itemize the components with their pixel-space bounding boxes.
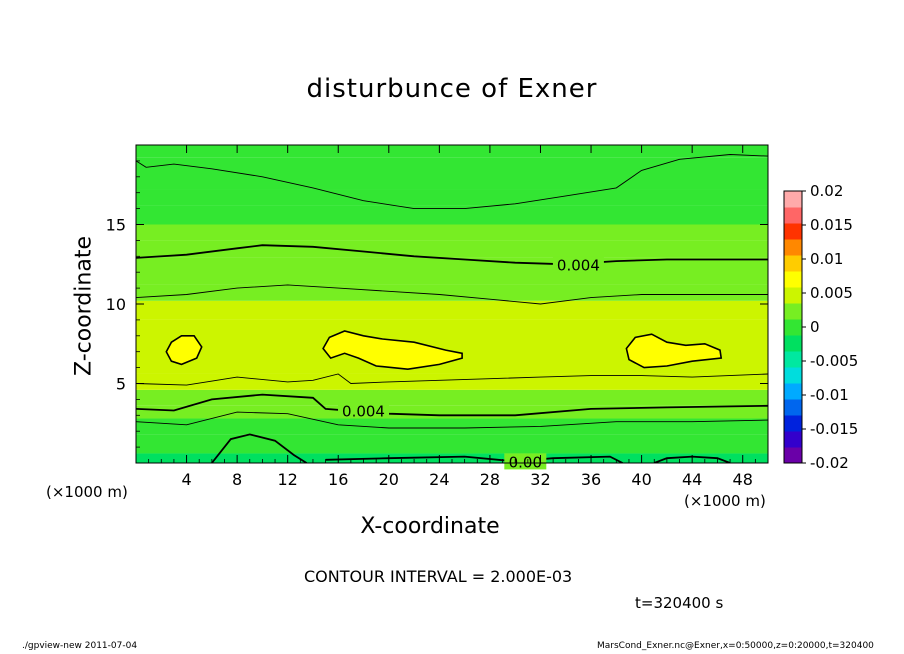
shaded-band: [136, 205, 768, 225]
contour-label: 0.004: [557, 256, 600, 274]
shaded-band: [136, 240, 768, 258]
time-label: t=320400 s: [635, 594, 724, 612]
x-tick-label: 40: [631, 470, 651, 489]
colorbar-swatch: [784, 255, 802, 272]
colorbar-swatch: [784, 383, 802, 400]
colorbar-swatch: [784, 415, 802, 432]
contour-line: [136, 244, 768, 266]
contour-labels: 0.004 0.004 0.00: [338, 256, 604, 471]
colorbar-swatch: [784, 431, 802, 448]
footer-right: MarsCond_Exner.nc@Exner,x=0:50000,z=0:20…: [597, 641, 874, 651]
shaded-band: [136, 189, 768, 206]
x-tick-label: 8: [232, 470, 242, 489]
x-tick-label: 44: [682, 470, 702, 489]
contour-line: [136, 373, 768, 386]
y-axis: 5 10 15: [106, 160, 768, 448]
x-axis: 4 8 12 16 20 24 28 32 36 40 44 48: [148, 145, 756, 489]
shaded-band: [136, 157, 768, 190]
colorbar-swatch: [784, 303, 802, 320]
colorbar-tick-label: 0.015: [810, 216, 853, 234]
contour-label-bg: [504, 453, 547, 470]
colorbar-tick-label: 0.02: [810, 182, 843, 200]
x-tick-label: 12: [278, 470, 298, 489]
contour-label: 0.00: [509, 453, 542, 471]
colorbar: 0.02 0.015 0.01 0.005 0 -0.005 -0.01 -0.015 -0.0…: [783, 182, 858, 472]
contour-interval-note: CONTOUR INTERVAL = 2.000E-03: [304, 567, 573, 586]
colorbar-tick-label: -0.005: [810, 352, 858, 370]
closed-contour: [165, 335, 203, 366]
colorbar-tick-label: -0.015: [810, 420, 858, 438]
y-axis-label: Z-coordinate: [71, 236, 97, 376]
colorbar-tick-label: 0.005: [810, 284, 853, 302]
closed-contour: [322, 330, 463, 371]
shaded-band: [136, 257, 768, 285]
shaded-band: [136, 300, 768, 320]
x-tick-label: 24: [429, 470, 449, 489]
colorbar-tick-label: -0.01: [810, 386, 849, 404]
colorbar-swatch: [784, 271, 802, 288]
colorbar-swatch: [784, 319, 802, 336]
colorbar-tick-label: 0.01: [810, 250, 843, 268]
colorbar-swatch: [784, 191, 802, 208]
shaded-band: [136, 389, 768, 406]
contour-label: 0.004: [342, 403, 385, 421]
colorbar-tick-label: -0.02: [810, 454, 849, 472]
chart-title: disturbunce of Exner: [306, 74, 598, 104]
x-tick-label: 16: [328, 470, 348, 489]
colorbar-swatch: [784, 287, 802, 304]
x-tick-label: 28: [480, 470, 500, 489]
closed-contour-fills: [165, 330, 723, 371]
z-axis-unit: (×1000 m): [46, 483, 128, 501]
colorbar-swatch: [784, 335, 802, 352]
x-tick-label: 4: [181, 470, 191, 489]
colorbar-swatch: [784, 351, 802, 368]
shaded-band: [136, 434, 768, 454]
x-axis-unit: (×1000 m): [684, 492, 766, 510]
x-tick-label: 20: [379, 470, 399, 489]
closed-contour: [625, 333, 723, 369]
contour-line: [136, 154, 768, 210]
shaded-band: [136, 284, 768, 301]
colorbar-swatch: [784, 207, 802, 224]
shaded-band: [136, 373, 768, 390]
contour-line: [211, 433, 308, 463]
contour-label-bg: [552, 256, 604, 273]
colorbar-tick-label: 0: [810, 318, 820, 336]
y-tick-label: 10: [106, 295, 126, 314]
shaded-band: [136, 453, 768, 463]
footer-left: ./gpview-new 2011-07-04: [22, 641, 138, 651]
x-tick-label: 32: [530, 470, 550, 489]
x-tick-label: 36: [581, 470, 601, 489]
colorbar-swatch: [784, 223, 802, 240]
shaded-band: [136, 418, 768, 435]
x-axis-label: X-coordinate: [360, 514, 500, 539]
y-tick-label: 5: [116, 375, 126, 394]
colorbar-swatch: [784, 239, 802, 256]
y-tick-label: 15: [106, 216, 126, 235]
colorbar-swatch: [784, 447, 802, 464]
contour-label-bg: [338, 402, 390, 419]
shaded-band: [136, 224, 768, 241]
colorbar-swatch: [784, 367, 802, 384]
contour-line: [136, 411, 768, 429]
colorbar-swatch: [784, 399, 802, 416]
shaded-band: [136, 145, 768, 158]
contour-line: [136, 284, 768, 305]
x-tick-label: 48: [733, 470, 753, 489]
